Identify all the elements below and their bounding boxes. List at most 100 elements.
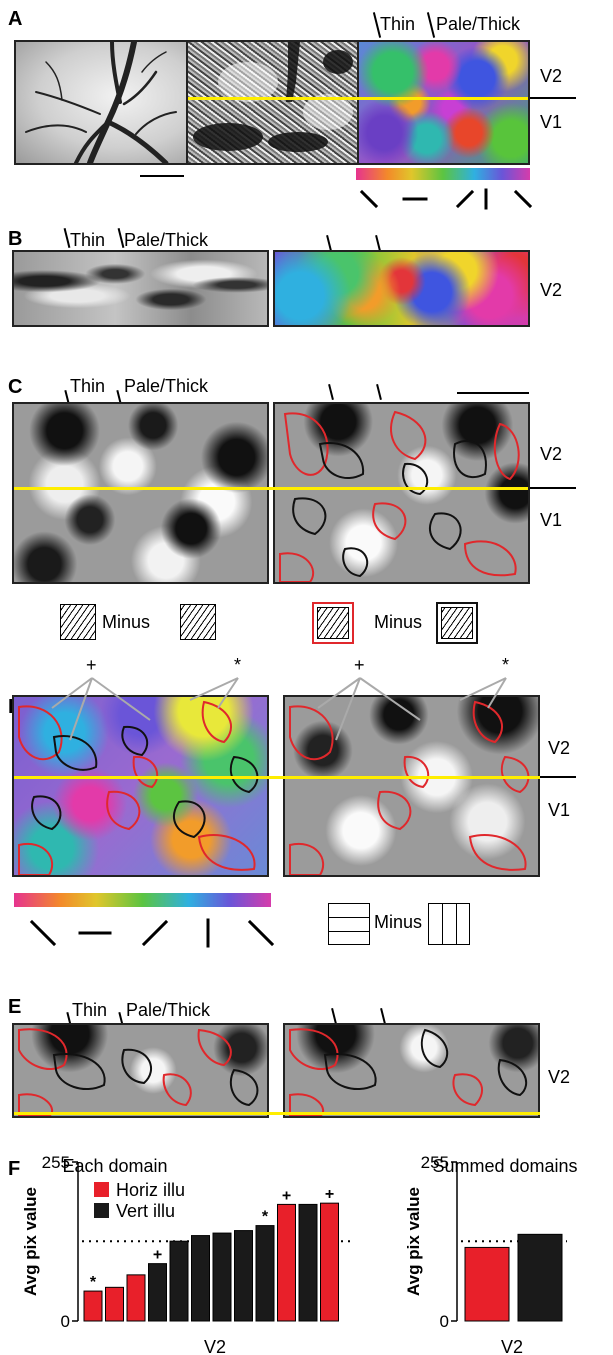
- panel-b-letter: B: [8, 228, 23, 250]
- panel-a-texture-image: [186, 40, 359, 165]
- chart-title: Summed domains: [432, 1156, 577, 1176]
- y-axis-label: Avg pix value: [21, 1187, 40, 1296]
- bar-1: [464, 1246, 510, 1322]
- bar-1: [83, 1290, 103, 1322]
- panel-d-plus-marker-left: +: [86, 655, 97, 675]
- panel-f-letter: F: [8, 1158, 21, 1180]
- legend-label-1: Horiz illu: [116, 1180, 185, 1200]
- legend-swatch-2: [94, 1203, 109, 1218]
- panel-d-minus: Minus: [374, 912, 423, 932]
- panel-a-orientation-map: [357, 40, 530, 165]
- panel-e-border-line: [14, 1112, 540, 1115]
- bar-mark-9: *: [262, 1209, 269, 1226]
- bar-5: [169, 1240, 189, 1322]
- panel-c-pale-thick-label: Pale/Thick: [124, 376, 209, 396]
- orientation-legend-glyphs-d: [29, 918, 275, 948]
- panel-c-scale-bar: [457, 392, 529, 394]
- orientation-colorbar: [356, 168, 530, 180]
- panel-c-minus-left: Minus: [102, 612, 151, 632]
- chart-title: Each domain: [62, 1156, 167, 1176]
- bar-mark-12: +: [325, 1186, 334, 1203]
- bar-11: [298, 1203, 318, 1322]
- panel-e-stripe-tick-4: [380, 1007, 386, 1025]
- bar-7: [212, 1232, 232, 1322]
- panel-e-stripe-tick-3: [331, 1007, 337, 1025]
- panel-a-v1-label: V1: [540, 112, 563, 132]
- panel-d-v1-label: V1: [548, 800, 571, 820]
- panel-b-orientation-map: [273, 250, 530, 327]
- panel-c-stripe-tick-4: [376, 383, 382, 401]
- panel-c-difference-image: [12, 402, 269, 584]
- orientation-colorbar-d: [14, 893, 271, 907]
- panel-d-plus-marker-right: +: [354, 655, 365, 675]
- bar-12: [320, 1202, 339, 1322]
- panel-b-pale-thick-label: Pale/Thick: [124, 230, 209, 250]
- panel-a-v2-label: V2: [540, 66, 563, 86]
- panel-a-letter: A: [8, 8, 23, 30]
- panel-d-v1v2-border-line: [14, 776, 540, 779]
- y-axis-label: Avg pix value: [404, 1187, 423, 1296]
- panel-b-stripe-tick-4: [375, 234, 381, 252]
- legend-label-2: Vert illu: [116, 1201, 175, 1221]
- panel-a-border-tick: [530, 97, 576, 99]
- bar-mark-1: *: [90, 1274, 97, 1291]
- bar-mark-4: +: [153, 1247, 162, 1264]
- panel-e-thin-label: Thin: [72, 1000, 108, 1020]
- x-axis-label: V2: [204, 1337, 226, 1355]
- panel-a-stripe-tick-2: [426, 12, 436, 38]
- bar-2: [517, 1233, 563, 1322]
- panel-a-scale-bar: [140, 175, 184, 177]
- panel-d-gray-contour-map: [283, 695, 540, 877]
- panel-d-stimulus-horizontal-lines: [328, 903, 370, 945]
- panel-d-border-tick: [540, 776, 576, 778]
- panel-c-contour-image: [273, 402, 530, 584]
- panel-c-stripe-tick-3: [328, 383, 334, 401]
- bar-10: [277, 1203, 296, 1322]
- panel-b-v2-label: V2: [540, 280, 563, 300]
- panel-c-letter: C: [8, 376, 23, 398]
- orientation-legend-glyphs: [359, 188, 533, 210]
- panel-c-v1-label: V1: [540, 510, 563, 530]
- panel-e-vertical-contour: [283, 1023, 540, 1118]
- panel-c-stimulus-hatched-1: [60, 604, 96, 640]
- legend-swatch-1: [94, 1182, 109, 1197]
- bar-6: [191, 1235, 210, 1322]
- panel-a-thin-label: Thin: [380, 14, 416, 34]
- panel-c-thin-label: Thin: [70, 376, 106, 396]
- panel-c-border-tick: [530, 487, 576, 489]
- panel-d-v2-label: V2: [548, 738, 571, 758]
- panel-d-star-marker-left: *: [234, 655, 242, 675]
- bar-mark-10: +: [282, 1187, 291, 1204]
- bar-8: [234, 1230, 253, 1322]
- panel-e-pale-thick-label: Pale/Thick: [126, 1000, 211, 1020]
- panel-a-vessel-image: [14, 40, 188, 165]
- bar-9: [255, 1225, 275, 1322]
- x-axis-label: V2: [501, 1337, 523, 1355]
- summed-domains-chart: Summed domains Avg pix value 255 0 V2: [404, 1153, 578, 1355]
- panel-e-letter: E: [8, 996, 22, 1018]
- y-tick-label-min: 0: [61, 1312, 70, 1331]
- y-tick-label-max: 255: [42, 1153, 70, 1172]
- y-tick-label-max: 255: [421, 1153, 449, 1172]
- panel-d-marker-leader-lines: [51, 677, 507, 741]
- bar-4: [148, 1263, 167, 1322]
- panel-d-stimulus-vertical-lines: [428, 903, 470, 945]
- panel-e-horizontal-contour: [12, 1023, 269, 1118]
- panel-c-minus-right: Minus: [374, 612, 423, 632]
- panel-a-v1v2-border-line: [188, 97, 528, 100]
- panel-c-stimulus-red-frame: [312, 602, 354, 644]
- panel-a-pale-thick-label: Pale/Thick: [436, 14, 521, 34]
- bar-2: [105, 1286, 124, 1322]
- panel-d-star-marker-right: *: [502, 655, 510, 675]
- panel-b-stripe-tick-3: [326, 234, 332, 252]
- panel-d-color-contour-map: [12, 695, 269, 877]
- panel-c-v2-label: V2: [540, 444, 563, 464]
- bar-3: [126, 1274, 146, 1322]
- panel-c-stimulus-black-frame: [436, 602, 478, 644]
- y-tick-label-min: 0: [440, 1312, 449, 1331]
- panel-e-v2-label: V2: [548, 1067, 571, 1087]
- panel-c-v1v2-border-line: [14, 487, 528, 490]
- panel-b-grayscale-image: [12, 250, 269, 327]
- panel-c-stimulus-hatched-2: [180, 604, 216, 640]
